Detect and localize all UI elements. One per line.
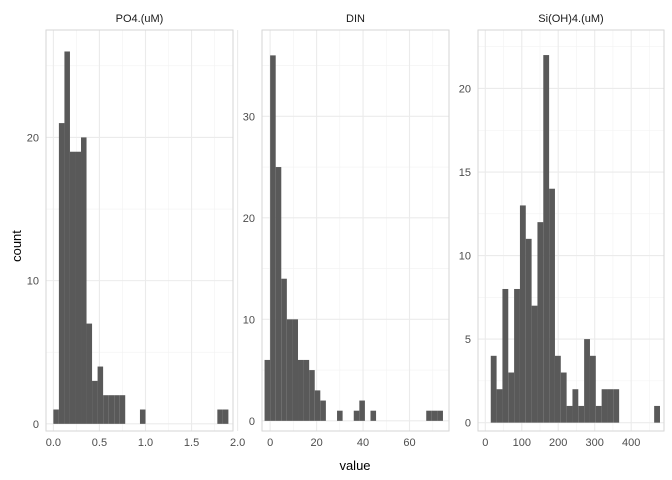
histogram-bar [508,372,515,423]
y-axis-title: count [9,230,24,262]
histogram-bar [578,405,585,423]
histogram-bar [572,389,579,423]
histogram-bar [298,359,304,421]
histogram-bar [314,390,321,421]
x-tick-label: 400 [622,437,640,449]
histogram-bar [270,55,276,421]
y-tick-label: 10 [243,314,255,326]
panel-border [261,29,450,432]
panel-2: DIN 0 10 20 30 0 20 40 60 [243,13,450,449]
panel-border [477,29,665,432]
histogram-bar [309,370,315,421]
panel-title: PO4.(uM) [116,13,164,25]
histogram-bar [549,188,555,423]
histogram-bar [217,409,223,424]
histogram-bar [58,123,65,424]
histogram-bar [86,323,93,424]
histogram-bar [275,167,282,421]
x-tick-label: 0 [267,437,273,449]
histogram-bar [589,355,596,423]
y-tick-label: 0 [465,418,471,430]
x-tick-label: 100 [513,437,531,449]
histogram-bar [370,410,377,421]
histogram-bar [654,405,660,423]
histogram-bar [286,319,293,421]
histogram-bar [613,389,620,423]
histogram-bar [281,278,287,421]
histogram-bar [264,359,271,421]
histogram-bar [81,137,87,424]
histogram-bar [64,51,70,424]
histogram-bar [595,405,602,423]
histogram-bar [97,366,104,424]
x-tick-label: 20 [310,437,322,449]
histogram-bar [114,395,120,424]
histogram-bar [437,410,443,421]
x-tick-label: 0.0 [46,437,61,449]
histogram-bar [139,409,146,424]
x-tick-label: 40 [357,437,369,449]
histogram-bar [560,372,567,423]
histogram-bar [566,405,573,423]
x-tick-label: 1.5 [184,437,199,449]
histogram-bar [108,395,115,424]
x-tick-label: 200 [549,437,567,449]
x-tick-label: 1.0 [138,437,153,449]
histogram-bar [303,359,310,421]
histogram-bar [531,305,538,423]
x-tick-label: 0 [482,437,488,449]
histogram-bar [601,389,608,423]
y-tick-label: 20 [243,213,255,225]
y-tick-label: 10 [27,276,39,288]
histogram-bar [359,400,365,421]
panel-title: Si(OH)4.(uM) [538,13,603,25]
histogram-bar [431,410,438,421]
histogram-bar [292,319,299,421]
histogram-bar [337,410,343,421]
y-tick-label: 15 [459,167,471,179]
histogram-bar [554,355,561,423]
panel-1: PO4.(uM) 0 10 20 0.0 0.5 1.0 1.5 2.0 [27,13,246,449]
histogram-bar [53,409,59,424]
panel-border [45,29,234,432]
histogram-bar [496,389,503,423]
x-tick-label: 0.5 [92,437,107,449]
histogram-bar [514,288,520,423]
histogram-bar [119,395,126,424]
histogram-bar [502,288,509,423]
histogram-bar [525,238,532,423]
histogram-bar [75,151,82,424]
y-tick-label: 10 [459,251,471,263]
y-tick-label: 0 [33,419,39,431]
histogram-bar [353,410,360,421]
y-tick-label: 20 [459,83,471,95]
histogram-bar [69,151,76,424]
y-tick-label: 20 [27,132,39,144]
y-tick-label: 30 [243,111,255,123]
x-tick-label: 60 [403,437,415,449]
histogram-bar [320,400,326,421]
histogram-bar [543,55,550,423]
y-tick-label: 5 [465,334,471,346]
x-tick-label: 300 [586,437,604,449]
histogram-bar [584,339,590,423]
x-tick-label: 2.0 [230,437,245,449]
histogram-bar [426,410,432,421]
histogram-bar [222,409,229,424]
y-tick-label: 0 [249,416,255,428]
histogram-bar [607,389,614,423]
histogram-bar [103,395,109,424]
histogram-bar [537,222,544,423]
histogram-bar [92,380,98,424]
x-axis-title: value [339,458,370,473]
histogram-bar [490,355,497,423]
histogram-bar [519,205,526,423]
panel-title: DIN [346,13,365,25]
